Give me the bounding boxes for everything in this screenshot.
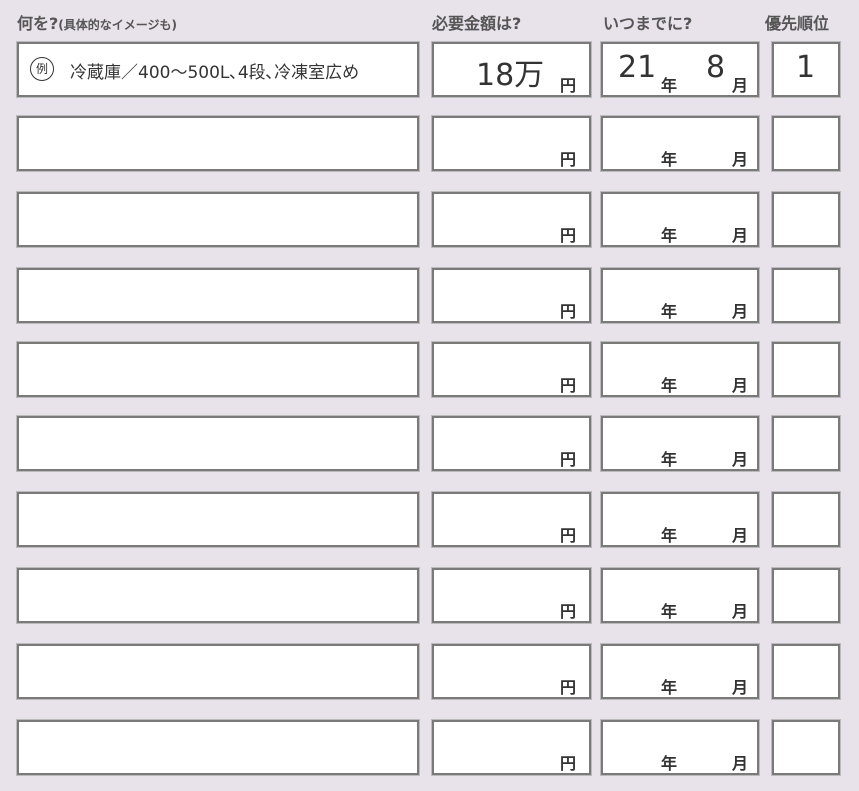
item-box [17, 492, 419, 547]
yen-unit: 円 [560, 226, 577, 245]
example-priority: 1 [796, 50, 816, 85]
when-box [601, 416, 759, 471]
month-unit: 月 [732, 376, 749, 395]
year-unit: 年 [661, 450, 678, 469]
priority-box [772, 644, 840, 699]
priority-box [772, 416, 840, 471]
when-box [601, 568, 759, 623]
yen-unit: 円 [560, 76, 577, 95]
month-unit: 月 [732, 150, 749, 169]
month-unit: 月 [732, 302, 749, 321]
month-unit: 月 [732, 76, 749, 95]
example-marker: 例 [30, 57, 54, 81]
when-box [601, 268, 759, 323]
example-item: 冷蔵庫／400〜500L､4段､冷凍室広め [70, 63, 360, 83]
year-unit: 年 [661, 602, 678, 621]
when-box [601, 116, 759, 171]
header-item-text: 何を? [17, 14, 59, 33]
item-box [17, 644, 419, 699]
amount-box [432, 416, 591, 471]
priority-box [772, 720, 840, 775]
amount-box [432, 492, 591, 547]
item-box [17, 342, 419, 397]
priority-box [772, 492, 840, 547]
header-amount: 必要金額は? [432, 14, 522, 33]
yen-unit: 円 [560, 302, 577, 321]
year-unit: 年 [661, 150, 678, 169]
priority-box [772, 116, 840, 171]
item-box [17, 416, 419, 471]
item-box [17, 720, 419, 775]
priority-box [772, 192, 840, 247]
month-unit: 月 [732, 754, 749, 773]
amount-box [432, 116, 591, 171]
year-unit: 年 [661, 754, 678, 773]
month-unit: 月 [732, 526, 749, 545]
header-when: いつまでに? [603, 14, 693, 33]
when-box [601, 492, 759, 547]
priority-box [772, 342, 840, 397]
example-amount: 18万 [476, 58, 545, 93]
item-box [17, 192, 419, 247]
amount-box [432, 644, 591, 699]
priority-box [772, 268, 840, 323]
amount-box [432, 720, 591, 775]
when-box [601, 720, 759, 775]
month-unit: 月 [732, 678, 749, 697]
month-unit: 月 [732, 450, 749, 469]
amount-box [432, 192, 591, 247]
yen-unit: 円 [560, 602, 577, 621]
amount-box [432, 342, 591, 397]
example-year: 21 [618, 50, 657, 85]
year-unit: 年 [661, 678, 678, 697]
example-month: 8 [706, 50, 726, 85]
item-box [17, 42, 419, 97]
header-priority: 優先順位 [765, 14, 830, 33]
month-unit: 月 [732, 226, 749, 245]
year-unit: 年 [661, 376, 678, 395]
yen-unit: 円 [560, 376, 577, 395]
when-box [601, 42, 759, 97]
year-unit: 年 [661, 526, 678, 545]
yen-unit: 円 [560, 150, 577, 169]
amount-box [432, 42, 591, 97]
when-box [601, 342, 759, 397]
item-box [17, 568, 419, 623]
item-box [17, 116, 419, 171]
yen-unit: 円 [560, 754, 577, 773]
amount-box [432, 568, 591, 623]
item-box [17, 268, 419, 323]
priority-box [772, 568, 840, 623]
month-unit: 月 [732, 602, 749, 621]
priority-box [772, 42, 840, 97]
header-item-note: (具体的なイメージも) [58, 18, 178, 32]
yen-unit: 円 [560, 526, 577, 545]
when-box [601, 644, 759, 699]
when-box [601, 192, 759, 247]
yen-unit: 円 [560, 450, 577, 469]
yen-unit: 円 [560, 678, 577, 697]
year-unit: 年 [661, 226, 678, 245]
year-unit: 年 [661, 76, 678, 95]
year-unit: 年 [661, 302, 678, 321]
header-item: 何を?(具体的なイメージも) [17, 10, 177, 34]
amount-box [432, 268, 591, 323]
